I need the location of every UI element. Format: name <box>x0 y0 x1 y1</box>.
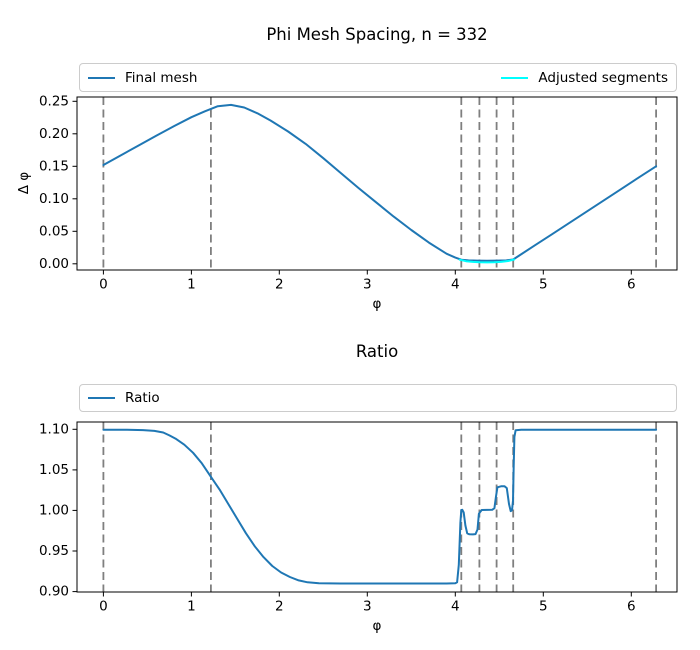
x-tick-label: 1 <box>187 277 196 293</box>
series-ratio <box>102 428 658 585</box>
plot-background <box>77 97 677 270</box>
y-tick-label: 0.05 <box>39 223 69 239</box>
legend-item-ratio: Ratio <box>88 390 160 406</box>
x-tick-label: 5 <box>539 599 548 615</box>
bottom-chart-legend: Ratio <box>79 384 677 412</box>
x-tick-label: 4 <box>451 599 460 615</box>
y-tick-label: 0.25 <box>39 93 69 109</box>
x-tick-label: 0 <box>99 277 108 293</box>
x-tick-label: 0 <box>99 599 108 615</box>
top-chart-legend: Final mesh Adjusted segments <box>79 63 677 92</box>
x-tick-label: 2 <box>275 277 284 293</box>
ratio-line-sample <box>88 397 115 399</box>
legend-item-final-mesh: Final mesh <box>88 70 197 86</box>
y-tick-label: 0.20 <box>39 126 69 142</box>
legend-label-ratio: Ratio <box>125 390 160 406</box>
y-tick-label: 1.00 <box>39 502 69 518</box>
bottom-chart-title: Ratio <box>355 342 399 361</box>
legend-label-final-mesh: Final mesh <box>125 69 198 86</box>
x-tick-label: 2 <box>275 599 284 615</box>
y-tick-label: 0.90 <box>39 584 69 600</box>
axes-frame <box>76 96 678 271</box>
y-tick-label: 1.10 <box>39 421 69 437</box>
x-tick-label: 3 <box>363 277 372 293</box>
top-chart-title: Phi Mesh Spacing, n = 332 <box>266 25 488 44</box>
legend-item-adjusted-segments: Adjusted segments <box>501 70 668 86</box>
x-tick-label: 6 <box>627 599 636 615</box>
y-tick-label: 0.15 <box>39 158 69 174</box>
legend-label-adjusted-segments: Adjusted segments <box>538 69 668 86</box>
plot-background <box>77 422 677 592</box>
series-adjusted-segments <box>458 258 516 264</box>
x-tick-label: 4 <box>451 277 460 293</box>
x-tick-label: 3 <box>363 599 372 615</box>
top-chart-x-axis-label: φ <box>372 296 382 312</box>
axes-frame <box>76 421 678 593</box>
final-mesh-line-sample <box>88 76 115 79</box>
bottom-chart-x-axis-label: φ <box>372 618 382 634</box>
y-tick-label: 0.10 <box>39 191 69 207</box>
x-tick-label: 6 <box>627 277 636 293</box>
y-tick-label: 1.05 <box>39 462 69 478</box>
adjusted-segments-line-sample <box>501 76 529 79</box>
axes-bottom: 0 1 2 3 4 5 6 0.90 0.95 1.00 1.05 1.10 <box>39 421 678 615</box>
x-tick-label: 5 <box>539 277 548 293</box>
y-tick-label: 0.95 <box>39 543 69 559</box>
y-tick-label: 0.00 <box>39 256 69 272</box>
x-tick-label: 1 <box>187 599 196 615</box>
series-final-mesh <box>102 103 658 262</box>
axes-top: 0 1 2 3 4 5 6 0.00 0.05 0.10 0.15 0.20 0.25 <box>39 93 678 293</box>
